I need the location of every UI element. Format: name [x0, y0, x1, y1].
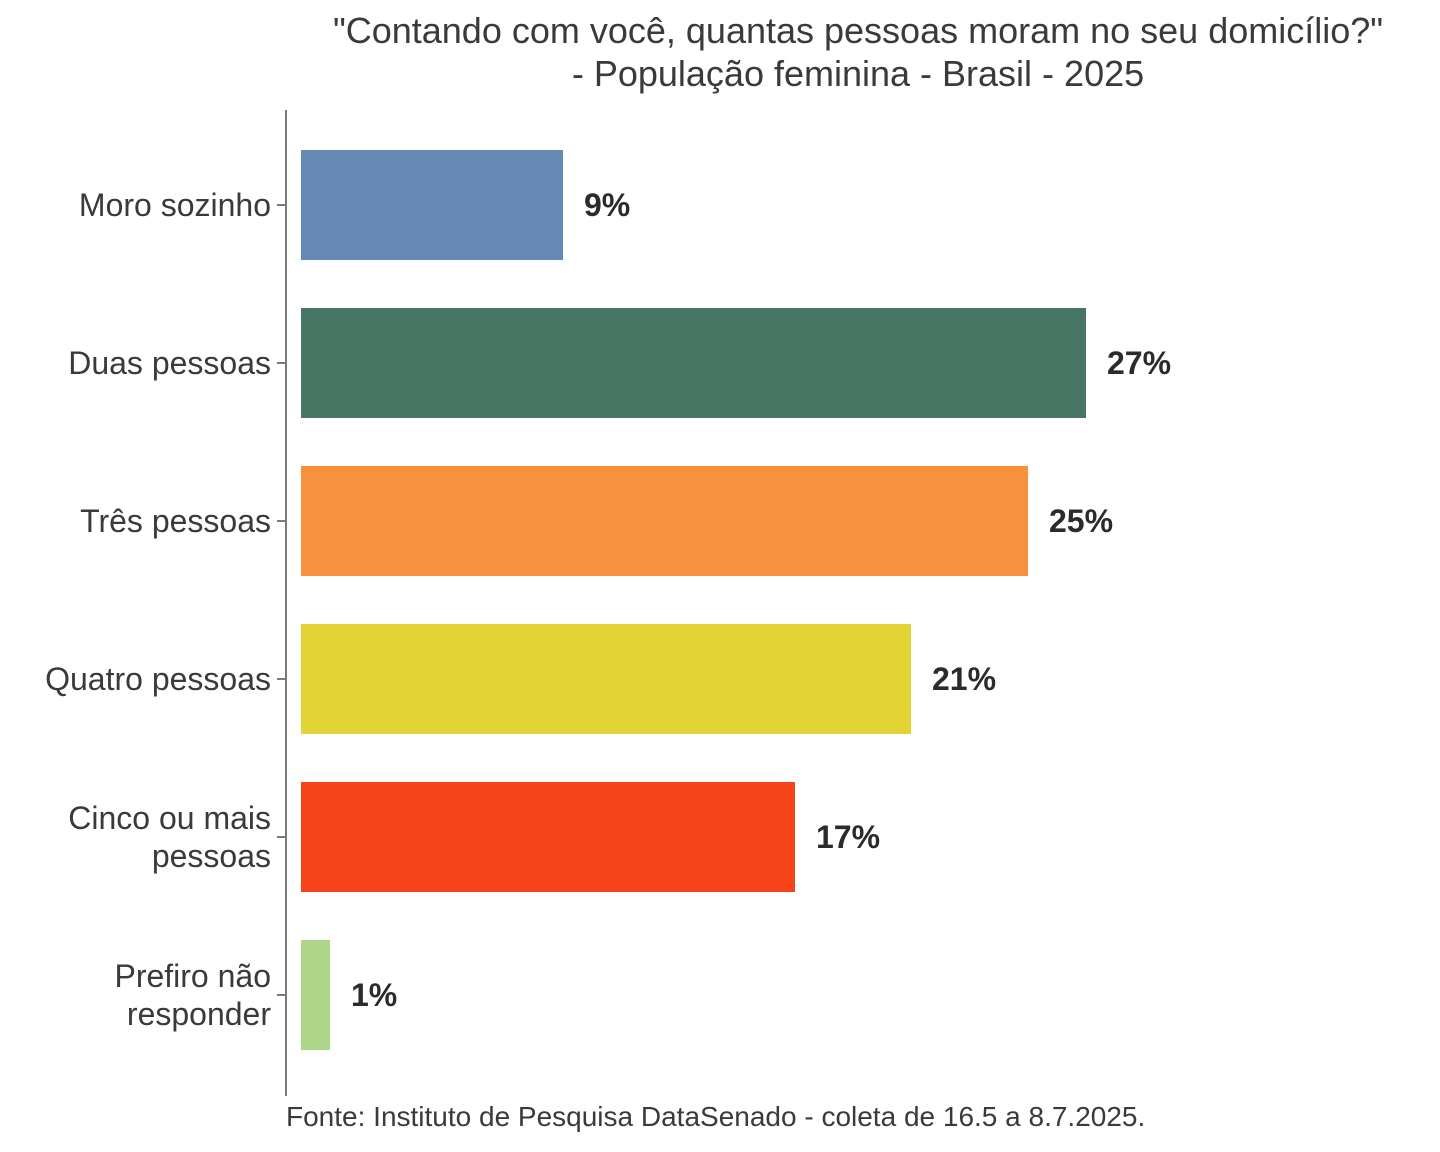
bar-row-prefiro-nao-responder: Prefiro não responder 1% [0, 916, 1440, 1074]
bar-moro-sozinho [301, 150, 563, 260]
category-label-quatro-pessoas: Quatro pessoas [45, 661, 271, 697]
category-label-duas-pessoas: Duas pessoas [68, 345, 271, 381]
bar-cinco-ou-mais-pessoas [301, 782, 795, 892]
category-label-cinco-ou-mais-pessoas: Cinco ou mais pessoas [68, 800, 271, 874]
axis-tick [277, 836, 285, 838]
chart-title-line1: "Contando com você, quantas pessoas mora… [332, 10, 1384, 51]
bar-row-quatro-pessoas: Quatro pessoas 21% [0, 600, 1440, 758]
bar-row-duas-pessoas: Duas pessoas 27% [0, 284, 1440, 442]
axis-tick [277, 994, 285, 996]
axis-tick [277, 362, 285, 364]
bar-prefiro-nao-responder [301, 940, 330, 1050]
bar-row-tres-pessoas: Três pessoas 25% [0, 442, 1440, 600]
category-label-prefiro-nao-responder: Prefiro não responder [114, 958, 271, 1032]
value-label-prefiro-nao-responder: 1% [351, 976, 398, 1013]
chart-title: "Contando com você, quantas pessoas mora… [276, 9, 1440, 95]
bar-tres-pessoas [301, 466, 1028, 576]
category-label-tres-pessoas: Três pessoas [80, 503, 271, 539]
bar-duas-pessoas [301, 308, 1086, 418]
bar-quatro-pessoas [301, 624, 911, 734]
category-label-moro-sozinho: Moro sozinho [78, 187, 271, 223]
axis-tick [277, 678, 285, 680]
source-caption: Fonte: Instituto de Pesquisa DataSenado … [286, 1101, 1146, 1132]
axis-tick [277, 520, 285, 522]
value-label-quatro-pessoas: 21% [932, 660, 997, 697]
value-label-duas-pessoas: 27% [1107, 344, 1172, 381]
chart-title-line2: - População feminina - Brasil - 2025 [571, 53, 1145, 94]
bar-row-cinco-ou-mais-pessoas: Cinco ou mais pessoas 17% [0, 758, 1440, 916]
value-label-tres-pessoas: 25% [1049, 502, 1114, 539]
plot-area: Moro sozinho 9% Duas pessoas 27% Três pe… [0, 126, 1440, 1074]
y-axis-line [285, 110, 287, 1096]
value-label-cinco-ou-mais-pessoas: 17% [816, 818, 881, 855]
bar-row-moro-sozinho: Moro sozinho 9% [0, 126, 1440, 284]
axis-tick [277, 204, 285, 206]
value-label-moro-sozinho: 9% [584, 186, 631, 223]
